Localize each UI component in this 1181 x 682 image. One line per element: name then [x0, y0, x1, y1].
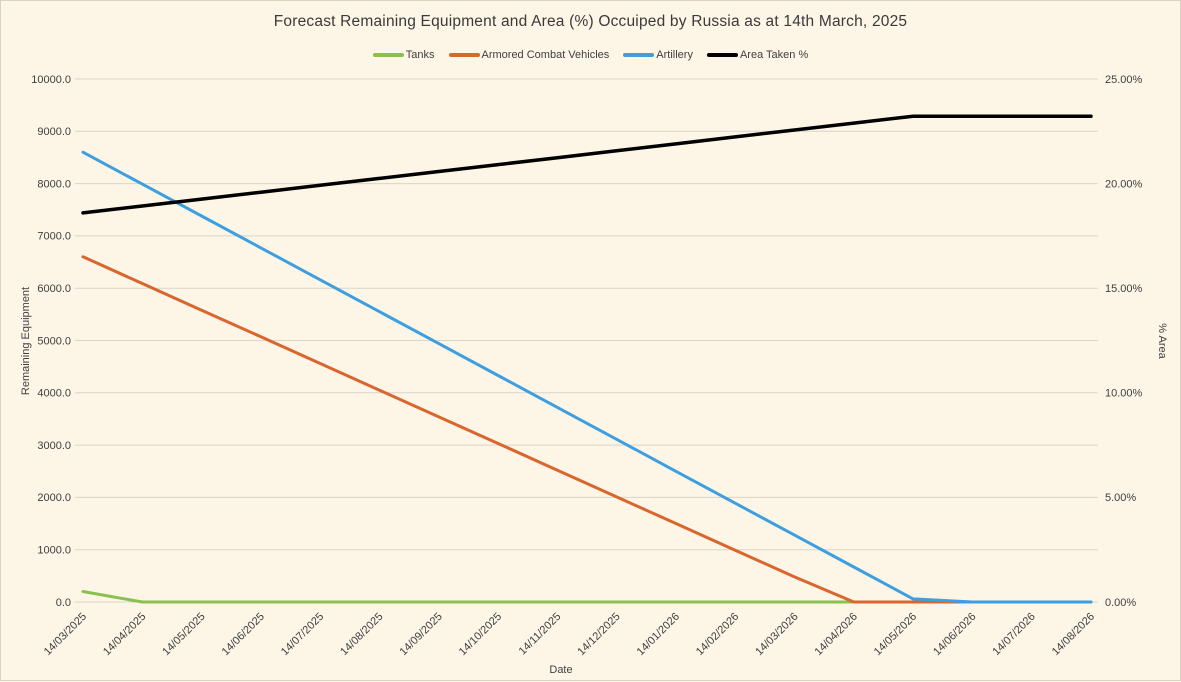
- y-left-tick-label: 7000.0: [37, 231, 71, 243]
- y-axis-left-title: Remaining Equipment: [20, 286, 32, 396]
- y-right-tick-label: 15.00%: [1105, 283, 1143, 295]
- x-tick-label: 14/08/2025: [338, 611, 385, 658]
- y-left-tick-label: 5000.0: [37, 335, 71, 347]
- chart-legend: Tanks Armored Combat Vehicles Artillery Are…: [1, 49, 1180, 61]
- y-left-tick-label: 1000.0: [37, 545, 71, 557]
- y-axis-right-title: % Area: [1156, 323, 1168, 359]
- x-tick-label: 14/10/2025: [457, 611, 504, 658]
- legend-swatch-icon: [706, 53, 738, 57]
- legend-label: Tanks: [405, 49, 435, 61]
- x-tick-label: 14/01/2026: [635, 611, 682, 658]
- x-tick-label: 14/07/2025: [279, 611, 326, 658]
- series-line-armored-combat-vehicles: [81, 255, 1093, 604]
- legend-label: Artillery: [656, 49, 693, 61]
- x-tick-label: 14/04/2026: [813, 611, 860, 658]
- legend-label: Armored Combat Vehicles: [481, 49, 610, 61]
- y-left-tick-label: 3000.0: [37, 440, 71, 452]
- series-line-artillery: [81, 150, 1093, 604]
- x-tick-label: 14/05/2025: [160, 611, 207, 658]
- x-tick-label: 14/11/2025: [517, 611, 564, 658]
- x-tick-label: 14/04/2025: [101, 611, 148, 658]
- y-right-tick-label: 0.00%: [1105, 597, 1136, 609]
- legend-item-artillery: Artillery: [623, 49, 693, 61]
- y-left-tick-label: 0.0: [56, 597, 71, 609]
- legend-swatch-icon: [623, 53, 655, 57]
- x-tick-label: 14/12/2025: [575, 611, 622, 658]
- x-tick-label: 14/09/2025: [397, 611, 444, 658]
- chart-title: Forecast Remaining Equipment and Area (%…: [273, 13, 908, 30]
- legend-item-tanks: Tanks: [372, 49, 435, 61]
- y-right-tick-label: 5.00%: [1105, 492, 1136, 504]
- x-tick-label: 14/03/2026: [753, 611, 800, 658]
- x-tick-label: 14/07/2026: [990, 611, 1037, 658]
- x-tick-label: 14/05/2026: [872, 611, 919, 658]
- x-tick-label: 14/03/2025: [42, 611, 89, 658]
- x-tick-label: 14/06/2026: [931, 611, 978, 658]
- x-tick-label: 14/06/2025: [220, 611, 267, 658]
- y-left-tick-label: 6000.0: [37, 283, 71, 295]
- x-tick-label: 14/02/2026: [694, 611, 741, 658]
- legend-label: Area Taken %: [739, 49, 809, 61]
- y-right-tick-label: 20.00%: [1105, 178, 1143, 190]
- x-axis-title: Date: [549, 664, 573, 676]
- y-left-tick-label: 10000.0: [31, 74, 71, 86]
- x-tick-label: 14/08/2026: [1050, 611, 1097, 658]
- y-left-tick-label: 8000.0: [37, 178, 71, 190]
- y-right-tick-label: 10.00%: [1105, 388, 1143, 400]
- legend-swatch-icon: [372, 53, 404, 57]
- y-left-tick-label: 4000.0: [37, 388, 71, 400]
- legend-swatch-icon: [448, 53, 480, 57]
- y-left-tick-label: 9000.0: [37, 126, 71, 138]
- y-left-tick-label: 2000.0: [37, 492, 71, 504]
- legend-item-area-taken: Area Taken %: [706, 49, 809, 61]
- series-line-area-taken: [81, 114, 1093, 215]
- legend-item-armored-combat-vehicles: Armored Combat Vehicles: [448, 49, 610, 61]
- y-right-tick-label: 25.00%: [1105, 74, 1143, 86]
